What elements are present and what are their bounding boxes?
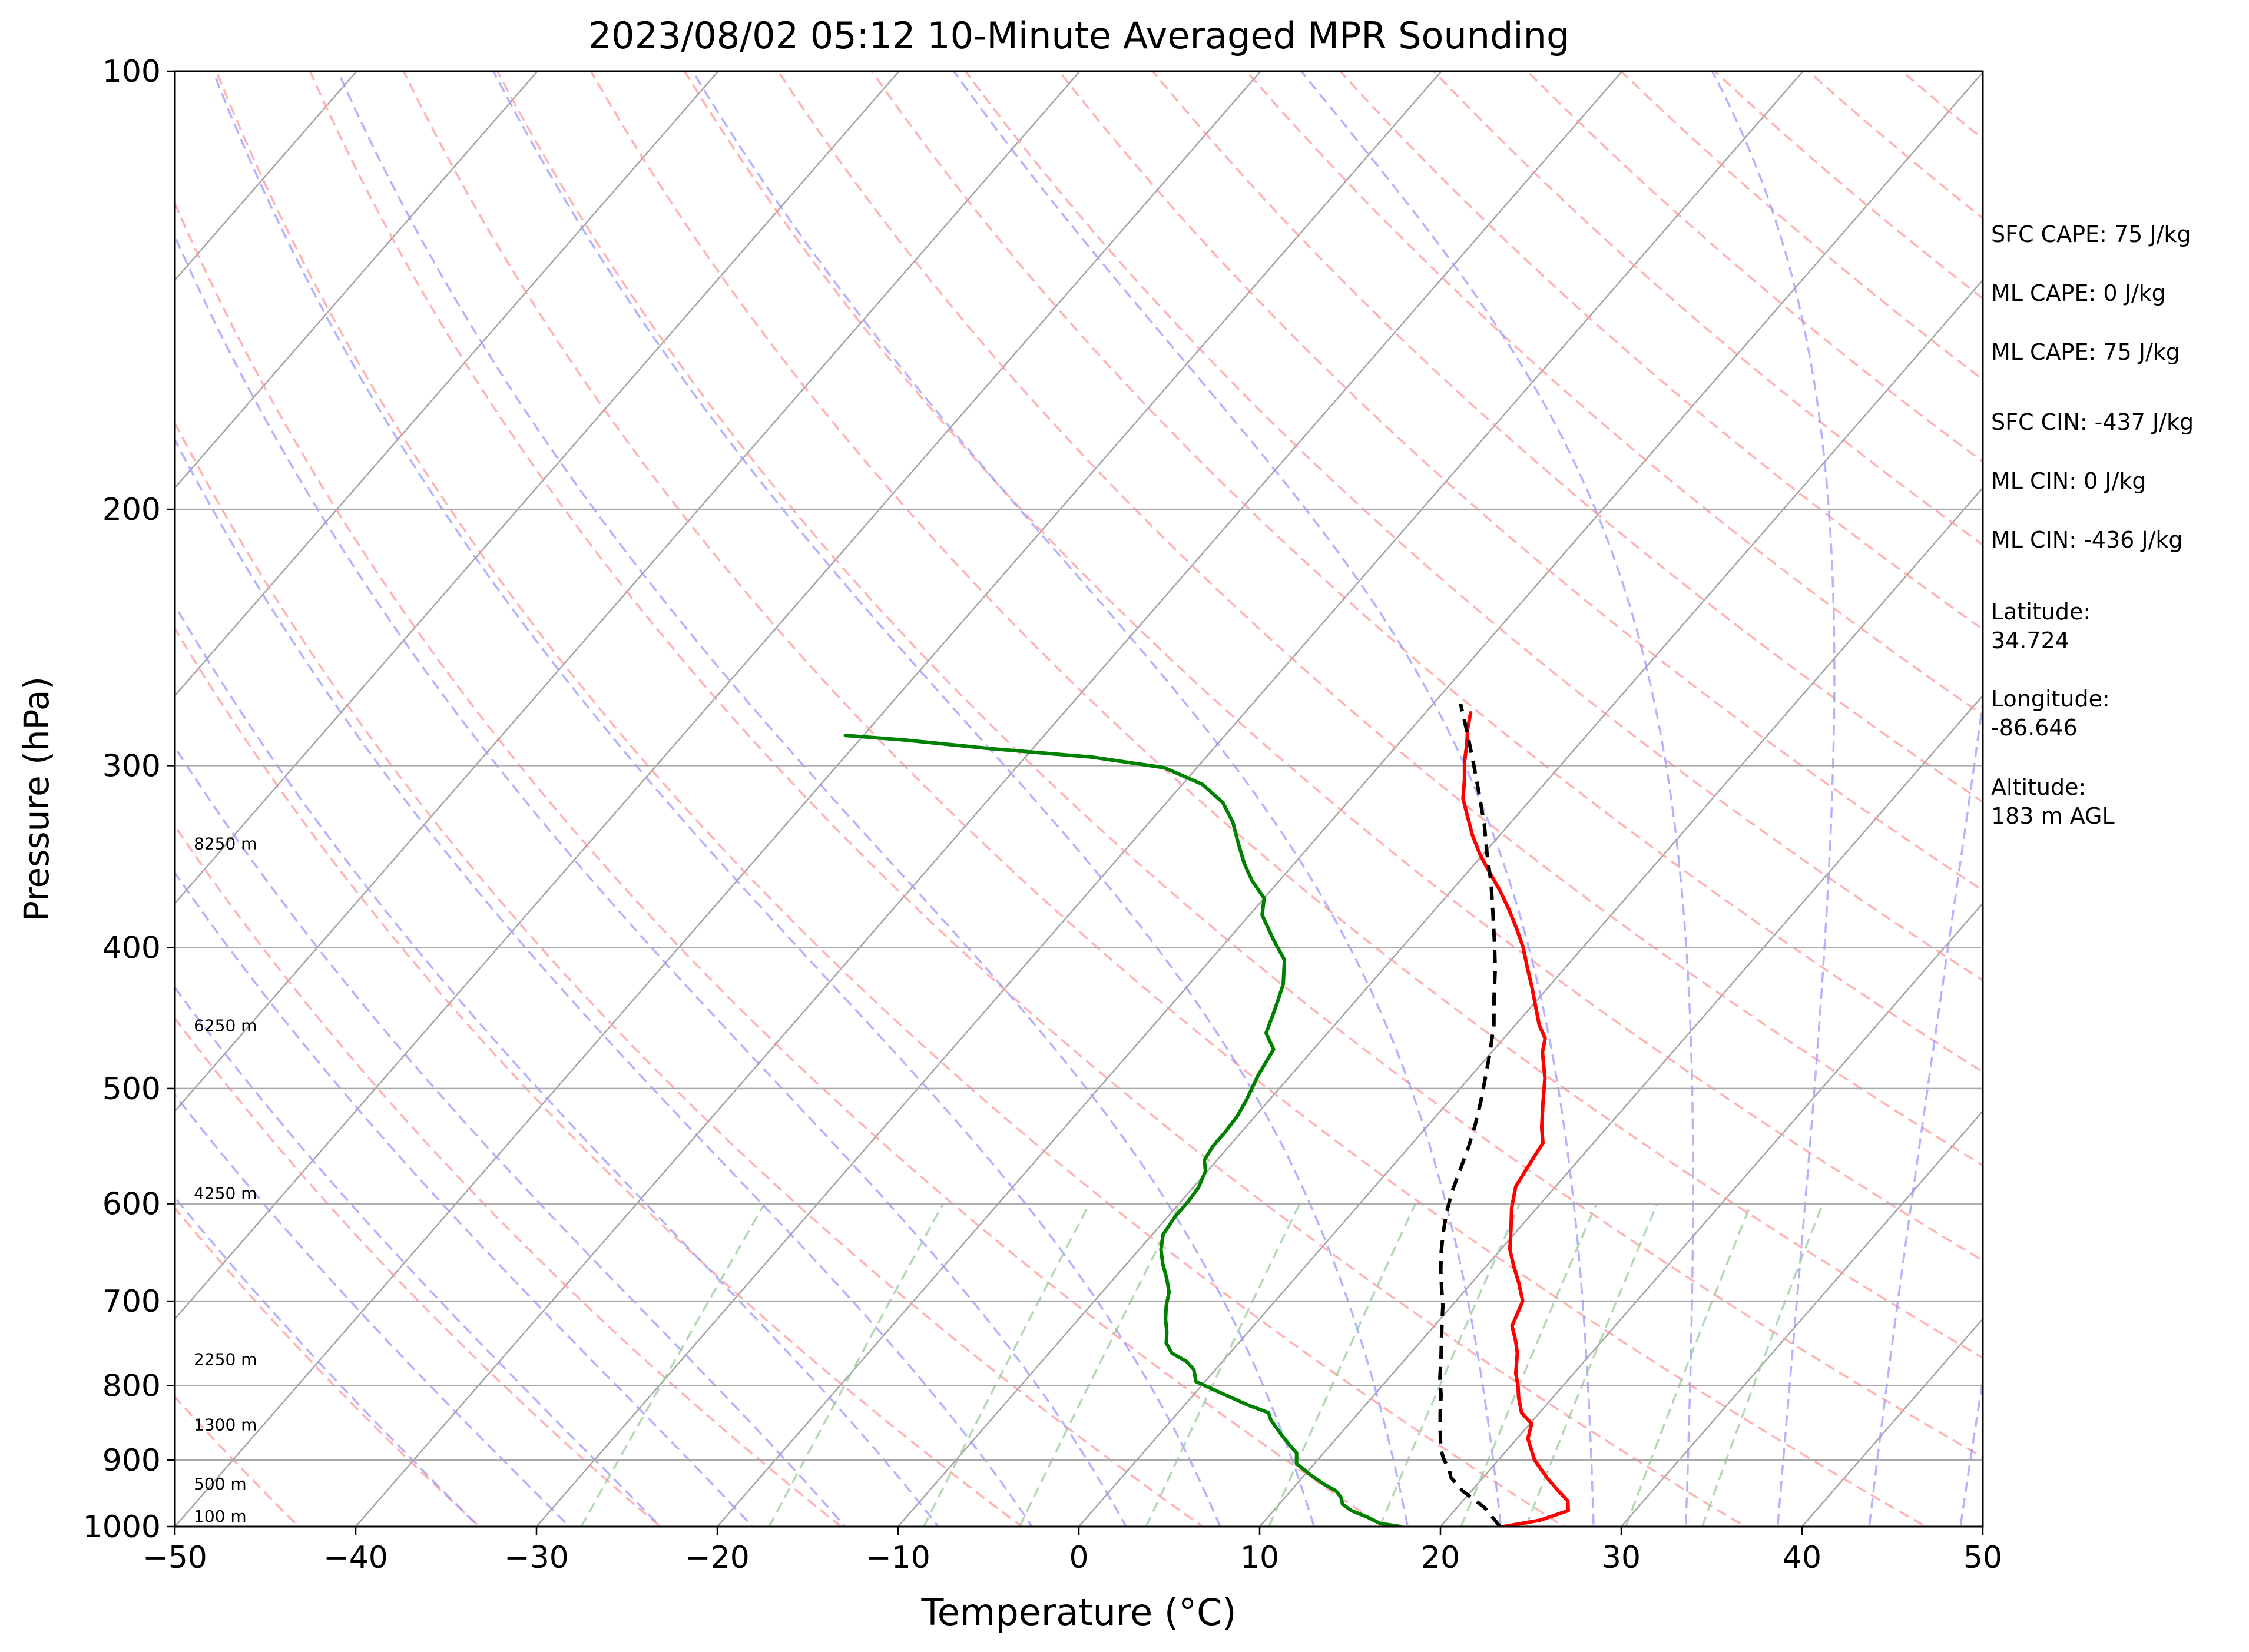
moist-adiabat-line xyxy=(337,71,1316,1527)
dry-adiabat-line xyxy=(1245,71,1983,716)
y-tick-label: 600 xyxy=(102,1187,161,1222)
parcel-trace xyxy=(1438,703,1502,1527)
moist-adiabat-line xyxy=(175,437,1034,1527)
moist-adiabat-line xyxy=(1711,71,1836,1527)
moist-adiabat-line xyxy=(175,234,1128,1527)
x-axis: −50 −40 −30 −20 −10 0 10 20 30 40 50 xyxy=(143,1527,2002,1575)
height-label: 8250 m xyxy=(194,834,257,854)
info-line: -86.646 xyxy=(1991,715,2078,741)
info-line: ML CAPE: 0 J/kg xyxy=(1991,280,2166,306)
temperature-trace xyxy=(1461,711,1571,1527)
moist-adiabat-line xyxy=(175,745,847,1527)
x-tick-label: 50 xyxy=(1963,1540,2002,1575)
y-tick-label: 200 xyxy=(102,492,161,528)
moist-adiabat-line xyxy=(492,71,1409,1527)
x-tick-label: 20 xyxy=(1421,1540,1460,1575)
height-label: 4250 m xyxy=(194,1184,257,1203)
info-line: ML CIN: 0 J/kg xyxy=(1991,468,2146,494)
info-line: Altitude: xyxy=(1991,774,2086,800)
y-tick-label: 800 xyxy=(102,1368,161,1404)
y-tick-label: 500 xyxy=(102,1072,161,1107)
dry-adiabat-line xyxy=(964,71,1983,982)
isotherm-line xyxy=(175,71,539,489)
x-tick-label: 10 xyxy=(1240,1540,1279,1575)
height-label: 100 m xyxy=(194,1507,247,1526)
dry-adiabat-line xyxy=(683,71,1983,1262)
isobar-gridlines xyxy=(175,508,1983,1461)
height-label: 1300 m xyxy=(194,1415,257,1434)
height-labels: 100 m 500 m 1300 m 2250 m 4250 m 6250 m 8250 m xyxy=(194,834,257,1527)
y-tick-label: 900 xyxy=(102,1443,161,1478)
isotherm-line xyxy=(355,71,1624,1527)
y-tick-label: 100 xyxy=(102,54,161,89)
dry-adiabat-line xyxy=(175,824,843,1527)
moist-adiabat-line xyxy=(175,603,940,1527)
y-axis: 100 200 300 400 500 600 700 800 900 1000 xyxy=(83,54,175,1545)
x-tick-label: −20 xyxy=(685,1540,750,1575)
isotherm-line xyxy=(897,278,1983,1527)
y-tick-label: 400 xyxy=(102,930,161,966)
chart-title: 2023/08/02 05:12 10-Minute Averaged MPR … xyxy=(588,14,1570,57)
mixing-ratio-line xyxy=(580,1203,766,1527)
dry-adiabat-line xyxy=(175,200,1386,1527)
x-tick-label: −10 xyxy=(866,1540,930,1575)
dry-adiabat-line xyxy=(777,71,1983,1167)
dry-adiabat-line xyxy=(175,1206,481,1527)
info-line: Longitude: xyxy=(1991,686,2110,712)
isotherm-line xyxy=(175,71,900,905)
x-tick-label: 40 xyxy=(1783,1540,1821,1575)
background-lines xyxy=(175,71,1983,1527)
x-tick-label: 0 xyxy=(1069,1540,1088,1575)
info-line: 183 m AGL xyxy=(1991,803,2115,829)
moist-adiabat-line xyxy=(175,871,754,1527)
dry-adiabat-line xyxy=(589,71,1983,1359)
isotherm-line xyxy=(535,71,1804,1527)
x-tick-label: −50 xyxy=(143,1540,207,1575)
info-panel: SFC CAPE: 75 J/kg ML CAPE: 0 J/kg ML CAPE:… xyxy=(1991,221,2194,829)
info-line: Latitude: xyxy=(1991,599,2091,625)
dry-adiabat-line xyxy=(175,1016,662,1527)
height-label: 6250 m xyxy=(194,1016,257,1035)
dry-adiabat-line xyxy=(309,71,1747,1527)
moist-adiabat-line xyxy=(1959,1374,1983,1527)
y-tick-label: 700 xyxy=(102,1284,161,1319)
isotherm-line xyxy=(175,71,1081,1113)
moist-adiabat-line xyxy=(1868,695,1983,1527)
info-line: SFC CIN: -437 J/kg xyxy=(1991,409,2194,435)
isotherm-line xyxy=(1078,486,1983,1527)
height-label: 2250 m xyxy=(194,1349,257,1369)
dry-adiabat-line xyxy=(402,71,1928,1527)
y-tick-label: 1000 xyxy=(83,1510,161,1545)
info-line: 34.724 xyxy=(1991,628,2069,653)
moist-adiabat-line xyxy=(953,71,1595,1527)
dewpoint-trace xyxy=(843,734,1403,1527)
isotherm-line xyxy=(1620,1110,1983,1527)
dry-adiabat-line xyxy=(870,71,1983,1073)
sounding-traces xyxy=(843,703,1571,1527)
y-tick-label: 300 xyxy=(102,748,161,784)
info-line: ML CIN: -436 J/kg xyxy=(1991,527,2183,553)
x-tick-label: 30 xyxy=(1602,1540,1641,1575)
x-tick-label: −30 xyxy=(504,1540,569,1575)
isotherm-line xyxy=(1258,694,1983,1527)
x-axis-label: Temperature (°C) xyxy=(920,1591,1236,1634)
dry-adiabat-line xyxy=(175,420,1205,1527)
info-line: ML CAPE: 75 J/kg xyxy=(1991,339,2180,365)
dry-adiabat-line xyxy=(215,71,1566,1527)
isotherm-line xyxy=(175,71,1262,1321)
x-tick-label: −40 xyxy=(323,1540,388,1575)
isotherm-line xyxy=(1439,902,1983,1527)
moist-adiabat-line xyxy=(212,71,1221,1527)
y-axis-label: Pressure (hPa) xyxy=(16,676,57,921)
moist-adiabat-line xyxy=(691,71,1502,1527)
info-line: SFC CAPE: 75 J/kg xyxy=(1991,221,2191,247)
moist-adiabat-line xyxy=(1300,71,1694,1527)
height-label: 500 m xyxy=(194,1474,247,1494)
dry-adiabat-line xyxy=(175,626,1024,1527)
